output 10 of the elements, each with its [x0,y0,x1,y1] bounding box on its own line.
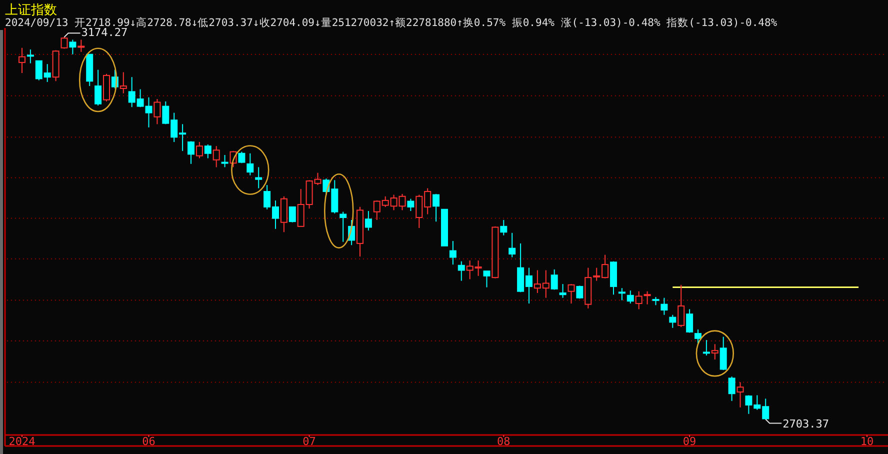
x-tick-label: 09 [682,435,696,448]
chart-subtitle: 2024/09/13 开2718.99↓高2728.78↓低2703.37↓收2704.09↓量251270032↑额22781880↑换0.57% 振0.94% 涨(-13.03)-0.48% 指数(-13.03)-0.48% [5,16,778,29]
x-tick-label: 07 [302,435,316,448]
x-tick-label: 10 [860,435,874,448]
annotation: 2703.37 [782,417,829,430]
chart-title: 上证指数 [5,3,57,18]
annotation: 3174.27 [81,26,128,40]
x-tick-label: 06 [142,435,156,448]
x-tick-label: 08 [497,435,510,448]
x-tick-label: 2024 [8,435,36,448]
